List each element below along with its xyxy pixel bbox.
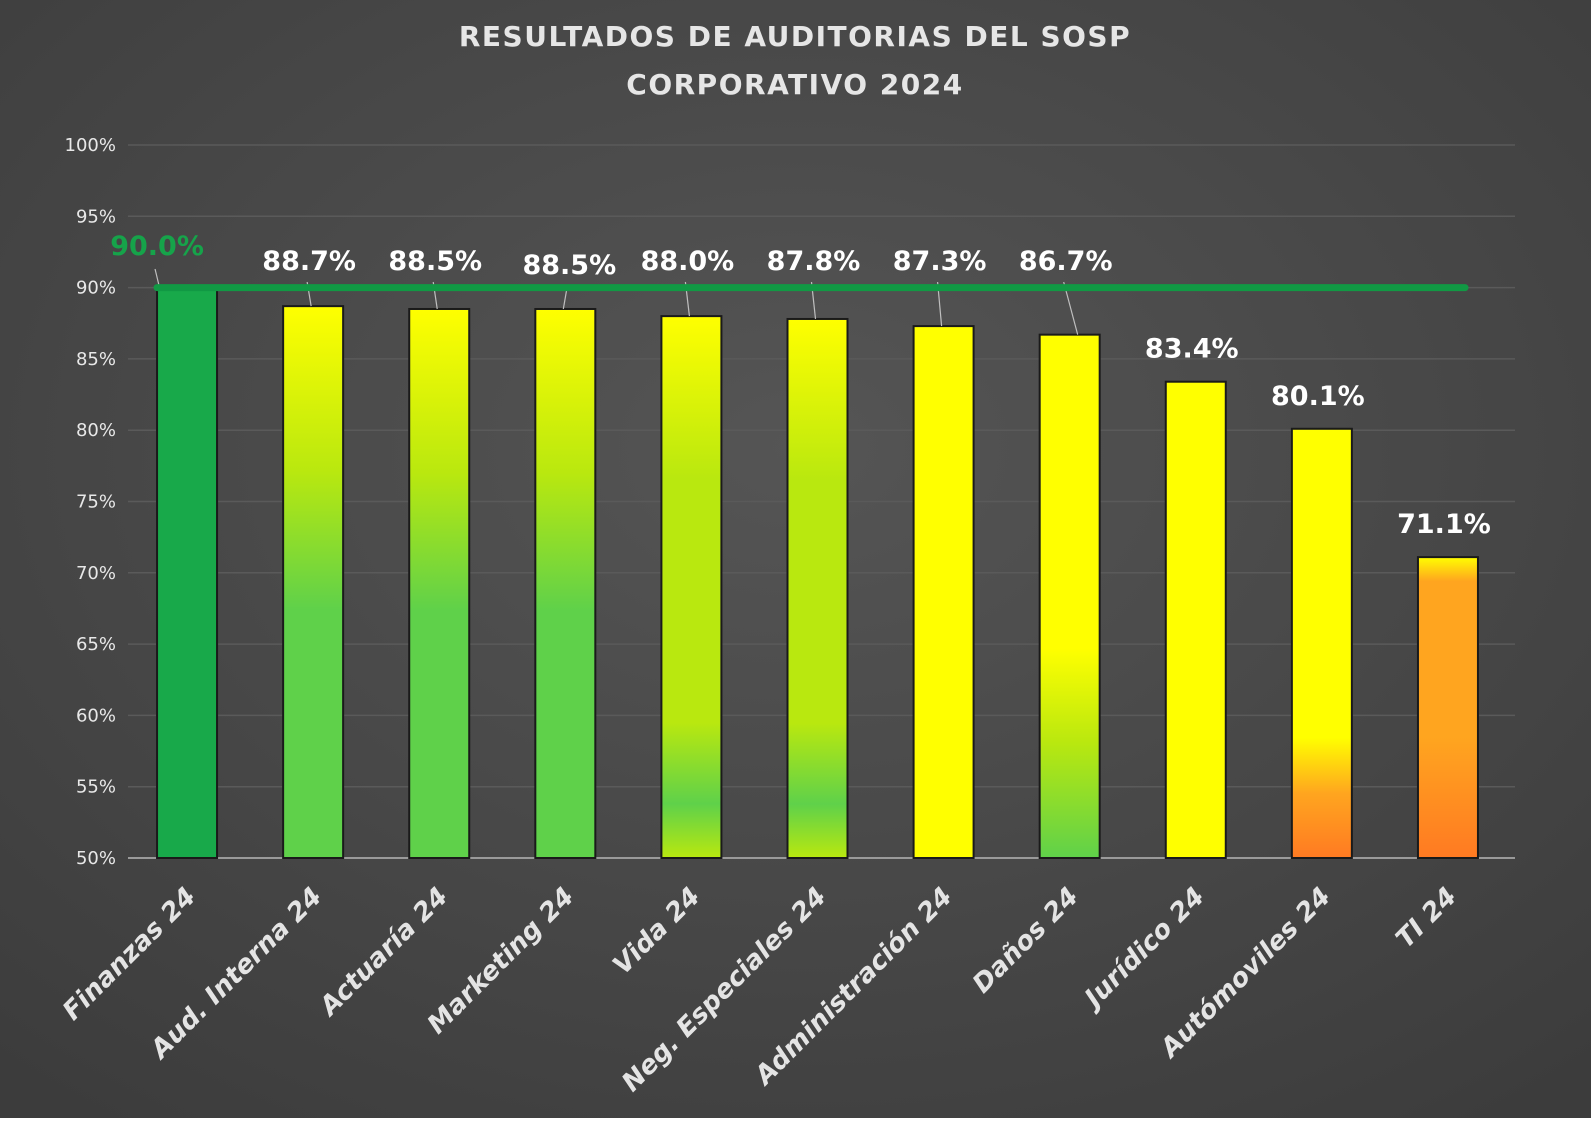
data-label: 88.0%	[641, 246, 735, 277]
data-label: 88.5%	[522, 250, 616, 281]
data-labels: 90.0% 88.7% 88.5% 88.5% 88.0% 87.8% 87.3% 86.7%…	[110, 231, 1491, 540]
data-label: 71.1%	[1397, 509, 1491, 540]
data-label: 88.7%	[262, 246, 356, 277]
bar-actuar-a-24	[408, 307, 471, 859]
chart-title-line-1: RESULTADOS DE AUDITORIAS DEL SOSP	[459, 20, 1131, 53]
bar-aut-moviles-24	[1290, 427, 1353, 859]
data-label: 87.3%	[893, 246, 987, 277]
y-tick-label: 50%	[76, 848, 116, 869]
y-tick-label: 55%	[76, 777, 116, 798]
bar-administraci-n-24	[912, 325, 975, 859]
bar-jur-dico-24	[1164, 380, 1227, 859]
data-label: 87.8%	[767, 246, 861, 277]
bar-ti-24	[1416, 556, 1479, 859]
bar-finanzas-24	[156, 286, 219, 860]
y-tick-label: 75%	[76, 492, 116, 513]
data-label: 86.7%	[1019, 246, 1113, 277]
bar-da-os-24	[1038, 333, 1101, 859]
y-tick-label: 60%	[76, 705, 116, 726]
y-tick-label: 80%	[76, 420, 116, 441]
bar-vida-24	[660, 315, 723, 859]
leader-line	[154, 268, 160, 286]
y-axis-tick-labels: 50% 55% 60% 65% 70% 75% 80% 85% 90% 95% 100%	[65, 135, 116, 869]
data-label: 83.4%	[1145, 334, 1239, 365]
y-tick-label: 65%	[76, 634, 116, 655]
data-label: 90.0%	[110, 231, 204, 262]
bar-aud-interna-24	[282, 305, 345, 859]
y-tick-label: 85%	[76, 349, 116, 370]
bars	[156, 286, 1479, 860]
y-tick-label: 100%	[65, 135, 116, 156]
y-tick-label: 95%	[76, 206, 116, 227]
chart-title-line-2: CORPORATIVO 2024	[626, 68, 963, 101]
y-tick-label: 70%	[76, 563, 116, 584]
data-label: 80.1%	[1271, 381, 1365, 412]
bar-marketing-24	[534, 307, 597, 859]
bar-neg-especiales-24	[786, 317, 849, 859]
y-tick-label: 90%	[76, 278, 116, 299]
data-label: 88.5%	[388, 246, 482, 277]
